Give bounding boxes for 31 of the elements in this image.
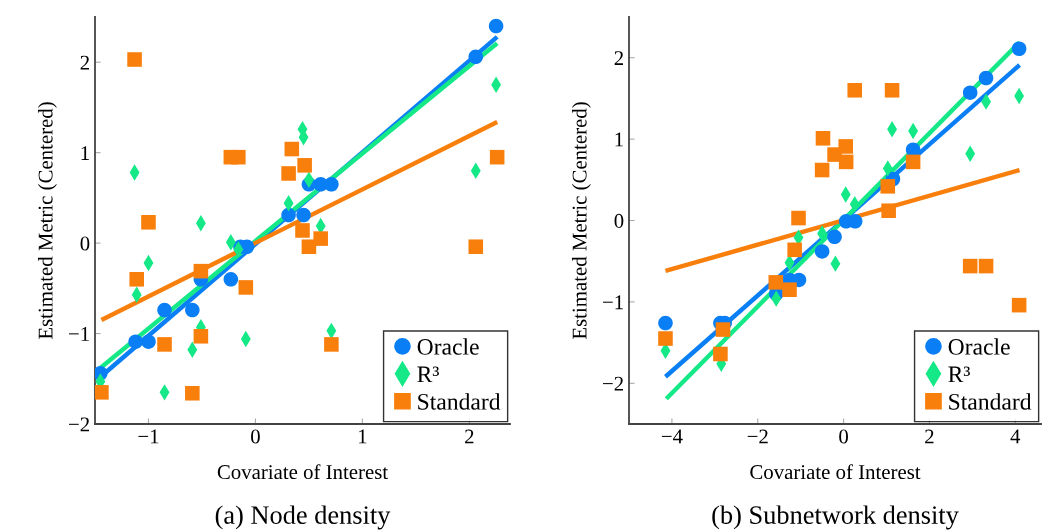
legend-label: Standard	[949, 393, 1032, 410]
x-tick-label: −2	[747, 429, 768, 444]
y-tick-label: −2	[69, 417, 89, 432]
text: (b) Subnetwork density	[712, 505, 959, 530]
legend-label: Oracle	[948, 338, 1010, 355]
y-tick-label: −1	[69, 327, 89, 341]
text: (a) Node density	[215, 505, 391, 530]
y-tick-label: 0	[614, 213, 624, 228]
x-axis-title: Covariate of Interest	[750, 464, 921, 480]
y-tick-label: −2	[603, 376, 623, 391]
x-tick-label: 0	[251, 429, 260, 444]
legend-label: R³	[417, 366, 439, 383]
y-tick-label: 1	[615, 132, 623, 147]
x-axis-title: Covariate of Interest	[217, 464, 388, 480]
x-tick-label: 0	[839, 429, 848, 444]
y-axis-title: Estimated Metric (Centered)	[37, 102, 57, 340]
y-tick-label: 0	[80, 236, 90, 251]
legend-label: Oracle	[417, 338, 479, 355]
y-axis-title: Estimated Metric (Centered)	[571, 102, 591, 340]
y-tick-label: 1	[81, 146, 89, 160]
x-tick-label: 1	[359, 429, 367, 444]
legend-label: Standard	[418, 393, 501, 410]
x-tick-label: 2	[465, 429, 474, 444]
y-tick-label: −1	[603, 295, 623, 310]
x-tick-label: −4	[661, 429, 683, 444]
x-tick-label: −1	[138, 429, 159, 444]
legend-label: R³	[948, 366, 970, 383]
x-tick-label: 2	[925, 429, 934, 444]
x-tick-label: 4	[1010, 429, 1021, 444]
y-tick-label: 2	[80, 55, 89, 70]
y-tick-label: 2	[614, 51, 623, 65]
